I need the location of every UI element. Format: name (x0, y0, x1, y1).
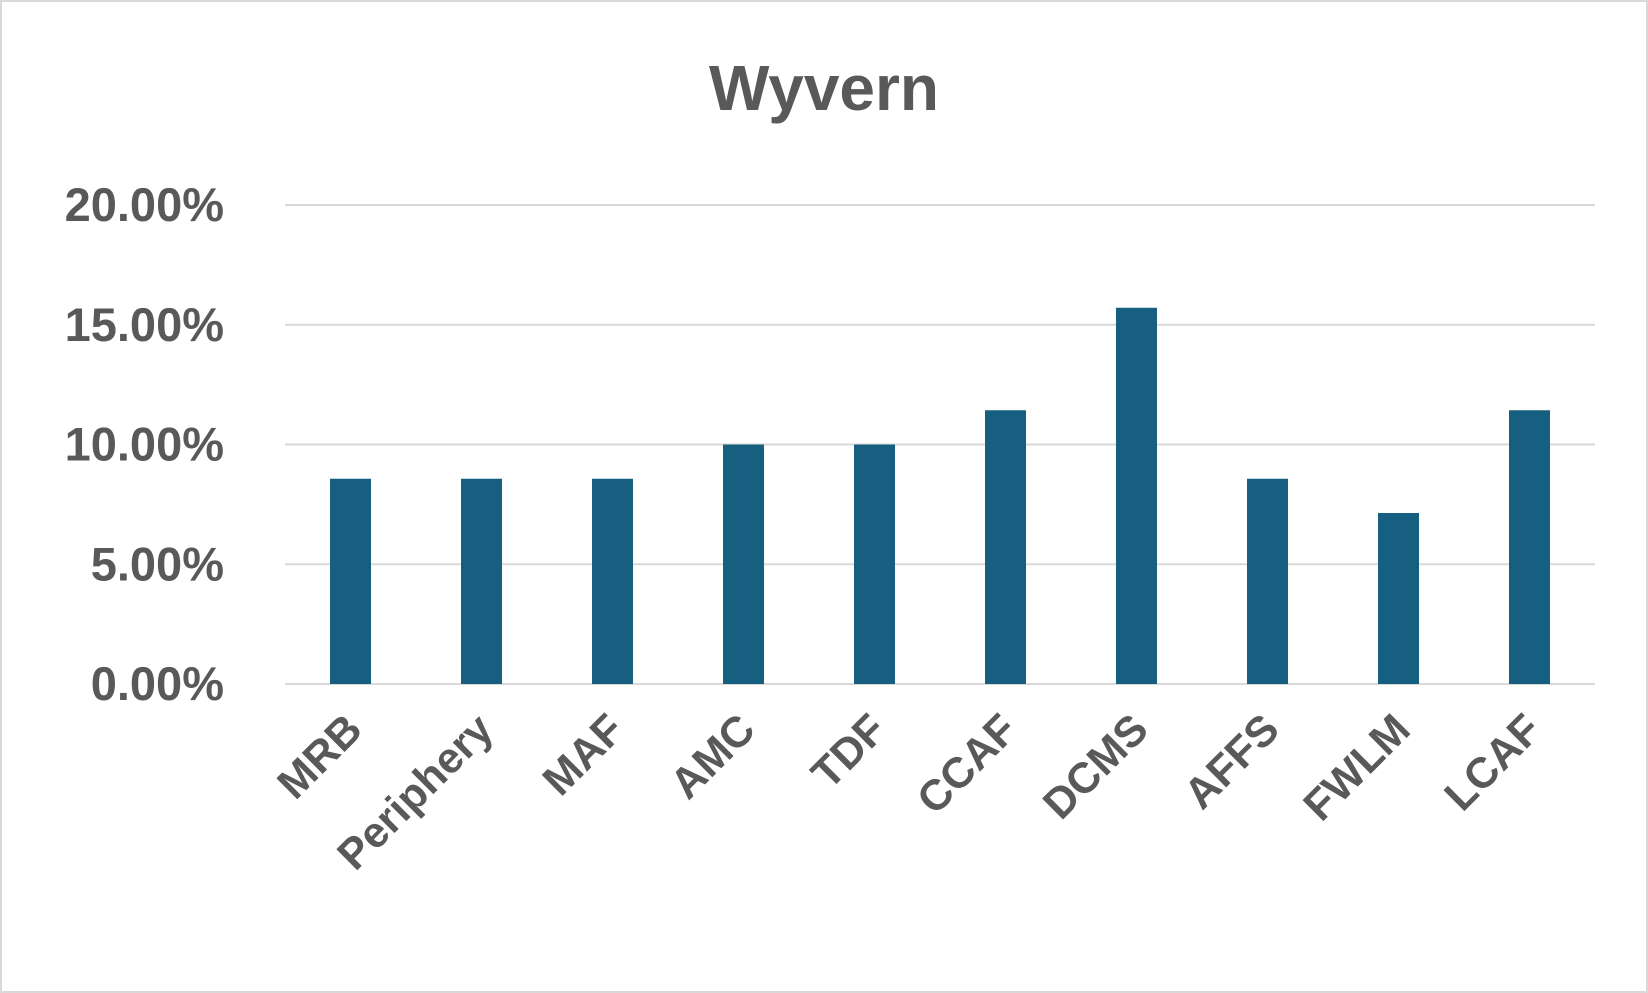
bar (1247, 478, 1288, 684)
bar (854, 444, 895, 684)
bar (1116, 307, 1157, 684)
chart-title: Wyvern (709, 52, 939, 124)
bar (1509, 410, 1550, 684)
bar (723, 444, 764, 684)
bar (592, 478, 633, 684)
bar (985, 410, 1026, 684)
y-tick-label: 0.00% (91, 657, 224, 710)
y-tick-label: 15.00% (65, 298, 224, 351)
bar (330, 478, 371, 684)
bar (461, 478, 502, 684)
bar (1378, 512, 1419, 684)
y-tick-label: 10.00% (65, 418, 224, 471)
y-tick-label: 20.00% (65, 178, 224, 231)
y-tick-label: 5.00% (91, 537, 224, 590)
